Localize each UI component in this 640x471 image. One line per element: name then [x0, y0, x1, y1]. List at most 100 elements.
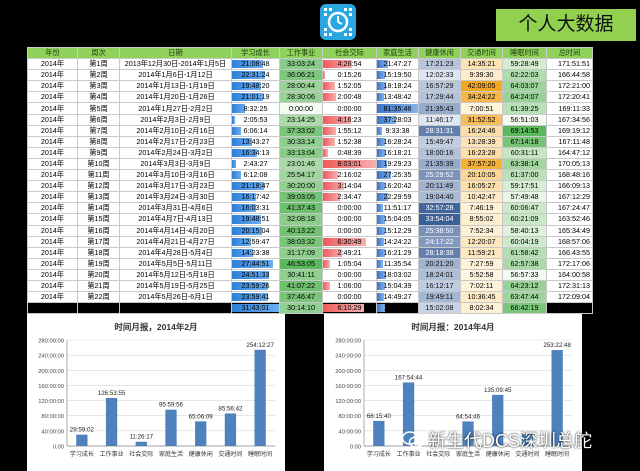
cell-heat: 20:21:20 [418, 257, 461, 270]
cell-heat: 64:03:07 [502, 80, 547, 93]
cell-heat: 63:38:14 [502, 157, 547, 171]
cell-total: 167:24:47 [546, 202, 593, 215]
x-tick-label: 健康休闲 [486, 450, 510, 458]
cell-heat: 13:28:39 [460, 135, 503, 148]
cell-heat: 36:06:21 [279, 69, 323, 82]
y-tick-label: 160:00:00 [38, 384, 64, 390]
cell-heat: 59:28:49 [502, 58, 547, 71]
table-row: 2014年 第8周 2014年2月17日-2月23日 13:43:27 30:33:14… [27, 135, 593, 148]
cell-value: 16:20:42 [383, 181, 412, 191]
table-row: 2014年 第15周 2014年4月7日-4月13日 19:48:51 32:08:18… [27, 213, 593, 226]
cell-year: 2014年 [27, 213, 78, 226]
y-tick-label: 0.00 [350, 445, 361, 451]
cell-value: 18:18:24 [383, 81, 412, 91]
databar-fill [377, 182, 386, 191]
cell-value: 2:00:48 [337, 92, 362, 102]
x-tick-label: 家庭生活 [456, 450, 480, 458]
cell-value: 20:15:04 [241, 225, 270, 235]
cell-databar: 0:00:00 [322, 102, 377, 115]
databar-fill [323, 71, 325, 80]
databar-fill [232, 193, 257, 202]
data-label: 167:54:44 [395, 374, 423, 381]
cell-heat: 37:33:02 [279, 124, 323, 137]
cell-heat: 28:00:44 [279, 80, 323, 93]
column-header: 交通时间 [460, 46, 503, 60]
y-tick-label: 240:00:00 [335, 354, 361, 360]
cell-value: 31:43:01 [241, 303, 270, 313]
cell-date: 2014年3月10日-3月16日 [119, 169, 232, 182]
cell-date: 2014年2月17日-2月23日 [119, 135, 232, 148]
cell-databar: 0:00:00 [322, 291, 377, 304]
cell-value: 15:12:29 [383, 225, 412, 235]
cell-date: 2014年1月27日-2月2日 [119, 102, 232, 115]
bar [195, 421, 207, 446]
cell-heat: 24:17:22 [418, 235, 461, 248]
cell-heat: 40:13:22 [279, 224, 323, 237]
cell-heat: 39:03:05 [279, 191, 323, 204]
databar-fill [377, 137, 386, 146]
table-row: 2014年 第16周 2014年4月14日-4月20日 20:15:04 40:13:2… [27, 224, 593, 237]
cell-date: 2014年3月24日-3月30日 [119, 191, 232, 204]
cell-heat: 23:14:25 [279, 113, 323, 126]
cell-date: 2014年3月3日-3月9日 [119, 157, 232, 171]
cell-year: 2014年 [27, 157, 78, 171]
cell-databar: 27:25:35 [376, 169, 419, 182]
cell-value: 15:04:05 [383, 214, 412, 224]
cell-databar: 2:16:02 [322, 169, 377, 182]
cell-week: 第11周 [77, 169, 120, 182]
cell-value: 14:49:27 [383, 292, 412, 302]
cell-heat: 11:59:21 [460, 246, 503, 259]
cell-databar: 21:08:48 [231, 58, 280, 71]
cell-value: 15:04:39 [383, 281, 412, 291]
cell-databar: 21:01:19 [231, 91, 280, 104]
cell-databar: 1:52:38 [322, 135, 377, 148]
databar-fill [323, 259, 331, 268]
table-row: 2014年 第14周 2014年3月31日-4月6日 16:03:31 41:37:43… [27, 202, 593, 215]
y-tick-label: 120:00:00 [38, 399, 64, 405]
cell-databar: 20:15:04 [231, 224, 280, 237]
cell-value: 11:35:54 [383, 258, 412, 268]
databar-fill [377, 82, 387, 91]
databar-fill [377, 159, 387, 169]
page-title: 个人大数据 [496, 9, 636, 41]
cell-value: 27:44:51 [241, 258, 270, 268]
cell-heat: 60:04:19 [502, 235, 547, 248]
cell-heat: 8:02:34 [460, 302, 503, 315]
table-row: 2014年 第1周 2013年12月30日-2014年1月5日 21:08:48 33:… [27, 58, 593, 71]
cell-heat: 12:20:07 [460, 235, 503, 248]
cell-databar: 81:35:46 [376, 102, 419, 115]
cell-year: 2014年 [27, 69, 78, 82]
databar-fill [377, 115, 396, 124]
cell-value: 13:43:27 [241, 136, 270, 146]
cell-databar: 6:30:49 [322, 235, 377, 248]
databar-fill [377, 71, 385, 80]
cell-heat: 30:20:00 [279, 180, 323, 193]
x-tick-label: 学习成长 [70, 450, 94, 458]
cell-heat: 58:40:13 [502, 224, 547, 237]
cell-heat: 5:52:58 [460, 268, 503, 281]
cell-databar: 13:48:42 [376, 91, 419, 104]
cell-databar: 15:04:39 [376, 279, 419, 293]
cell-databar: 6:06:14 [231, 124, 280, 137]
cell-total: 171:51:51 [546, 58, 593, 71]
cell-heat: 28:30:06 [279, 91, 323, 104]
cell-year: 2014年 [27, 80, 78, 93]
cell-week: 第20周 [77, 268, 120, 281]
cell-databar: 22:31:24 [231, 69, 280, 82]
cell-heat: 41:37:43 [279, 202, 323, 215]
cell-week: 第17周 [77, 235, 120, 248]
chart-feb: 时间月报，2014年2月 0.00 40:00:00 80:00:00 120:00:0… [27, 314, 285, 471]
cell-value: 19:48:51 [241, 214, 270, 224]
cell-heat: 34:24:22 [460, 91, 503, 104]
cell-heat: 56:51:03 [502, 113, 547, 126]
cell-databar: 14:24:22 [376, 235, 419, 248]
table-row: 2014年 第11周 2014年3月10日-3月16日 6:12:08 25:54:17… [27, 169, 593, 182]
cell-heat: 41:07:22 [279, 279, 323, 293]
cell-year: 2014年 [27, 235, 78, 248]
cell-total: 167:11:48 [546, 135, 593, 148]
x-tick-label: 社会交际 [129, 450, 153, 458]
databar-fill [377, 259, 383, 268]
table-row: 2014年 第21周 2014年5月19日-5月25日 23:59:26 41:07:2… [27, 279, 593, 293]
column-header: 周次 [77, 46, 120, 60]
cell-databar: 15:04:05 [376, 213, 419, 226]
